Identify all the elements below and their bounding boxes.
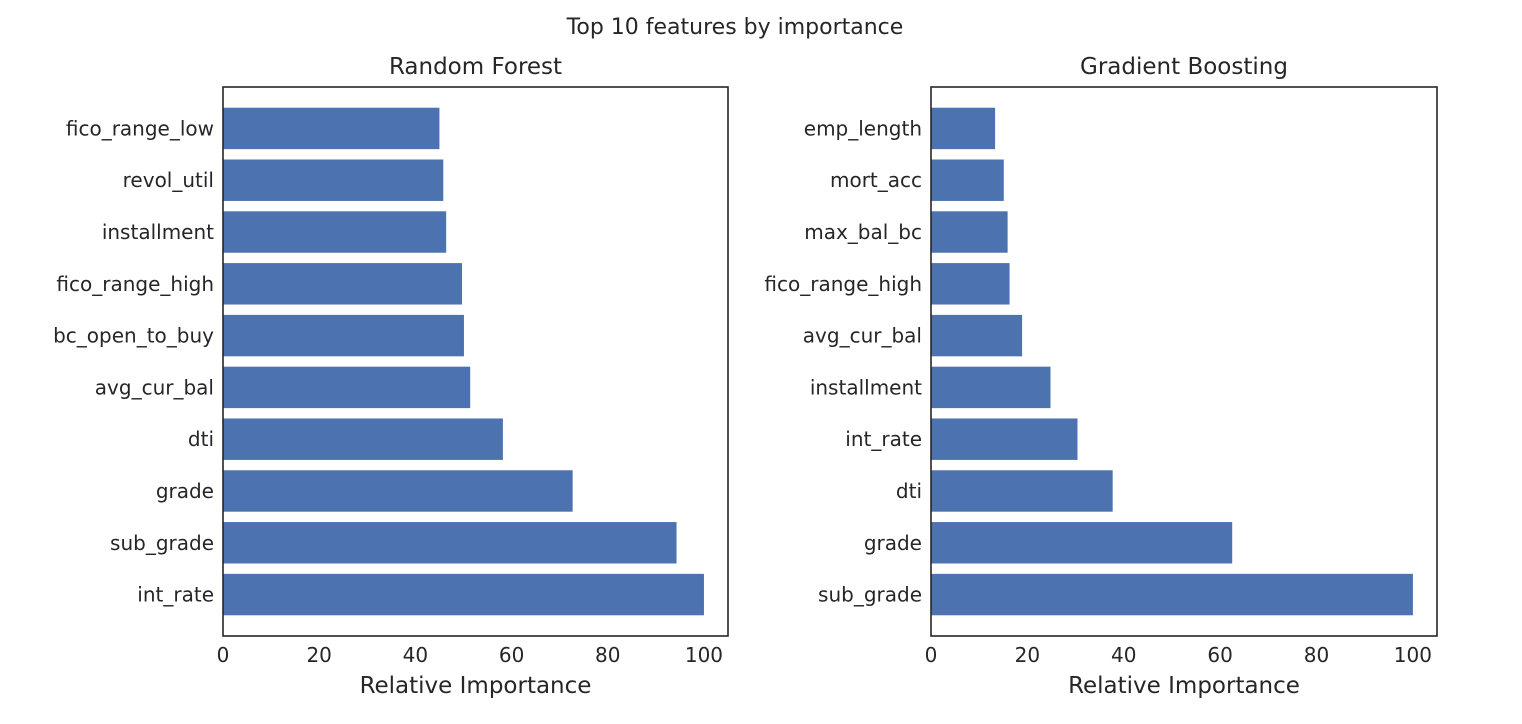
x-tick-label: 20	[1015, 643, 1040, 667]
category-label: installment	[102, 220, 214, 244]
bar-grade	[223, 470, 573, 512]
bar-int_rate	[931, 418, 1078, 460]
x-tick-label: 80	[595, 643, 620, 667]
category-label: fico_range_low	[66, 116, 214, 140]
x-tick-label: 0	[925, 643, 938, 667]
x-axis-label: Relative Importance	[1068, 673, 1300, 699]
x-tick-label: 40	[1111, 643, 1136, 667]
category-label: int_rate	[845, 427, 922, 451]
category-label: fico_range_high	[764, 272, 922, 296]
x-tick-label: 100	[685, 643, 723, 667]
bar-revol_util	[223, 159, 444, 201]
x-axis-label: Relative Importance	[360, 673, 592, 699]
bar-grade	[931, 522, 1233, 564]
bar-bc_open_to_buy	[223, 314, 464, 357]
category-label: int_rate	[137, 583, 214, 607]
bar-installment	[931, 366, 1051, 409]
category-label: installment	[810, 375, 922, 399]
category-label: max_bal_bc	[804, 220, 922, 244]
category-label: emp_length	[804, 116, 922, 140]
bar-fico_range_high	[223, 263, 463, 305]
category-label: fico_range_high	[56, 272, 214, 296]
x-tick-label: 40	[403, 643, 428, 667]
bar-avg_cur_bal	[931, 314, 1023, 357]
x-tick-label: 20	[306, 643, 331, 667]
category-label: revol_util	[123, 168, 214, 192]
category-label: sub_grade	[818, 583, 922, 607]
plot-frame	[222, 86, 729, 637]
bar-avg_cur_bal	[223, 366, 471, 409]
chart-title: Random Forest	[389, 54, 562, 80]
x-tick-label: 60	[1207, 643, 1232, 667]
x-tick-label: 100	[1394, 643, 1432, 667]
x-tick-label: 80	[1304, 643, 1329, 667]
bar-int_rate	[223, 573, 704, 616]
gradient-boosting-chart: Gradient Boosting sub_grade grade dti int_ra…	[764, 54, 1438, 699]
bar-dti	[223, 418, 503, 460]
bar-fico_range_low	[223, 107, 440, 150]
plot-frame	[930, 86, 1438, 637]
bar-dti	[931, 470, 1113, 512]
x-tick-label: 0	[217, 643, 230, 667]
bar-emp_length	[931, 107, 996, 150]
category-label: sub_grade	[110, 531, 214, 555]
figure-title: Top 10 features by importance	[566, 15, 904, 40]
category-label: grade	[156, 479, 214, 503]
random-forest-chart: Random Forest int_rate sub_grade grade dti av…	[53, 54, 729, 699]
category-label: dti	[896, 479, 922, 503]
bar-installment	[223, 211, 447, 253]
category-label: mort_acc	[830, 168, 922, 192]
bar-max_bal_bc	[931, 211, 1008, 253]
bar-sub_grade	[931, 573, 1413, 616]
bar-mort_acc	[931, 159, 1004, 201]
x-tick-label: 60	[499, 643, 524, 667]
category-label: bc_open_to_buy	[53, 324, 214, 348]
chart-title: Gradient Boosting	[1080, 54, 1288, 80]
category-label: avg_cur_bal	[95, 375, 214, 399]
bar-fico_range_high	[931, 263, 1010, 305]
category-label: grade	[864, 531, 922, 555]
category-label: avg_cur_bal	[803, 324, 922, 348]
category-label: dti	[188, 427, 214, 451]
bar-sub_grade	[223, 522, 677, 564]
